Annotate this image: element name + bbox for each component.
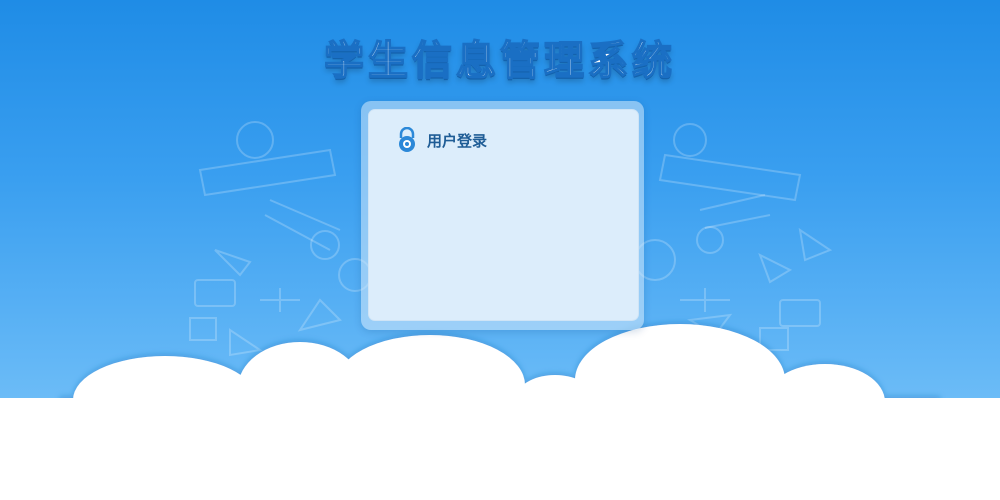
login-panel: 用户登录 — [368, 109, 639, 321]
app-title: 学生信息管理系统 — [323, 37, 676, 85]
lock-icon — [399, 127, 415, 152]
login-panel-title: 用户登录 — [427, 131, 488, 150]
login-panel-header: 用户登录 — [397, 126, 487, 154]
cloud-decoration — [0, 324, 1000, 500]
